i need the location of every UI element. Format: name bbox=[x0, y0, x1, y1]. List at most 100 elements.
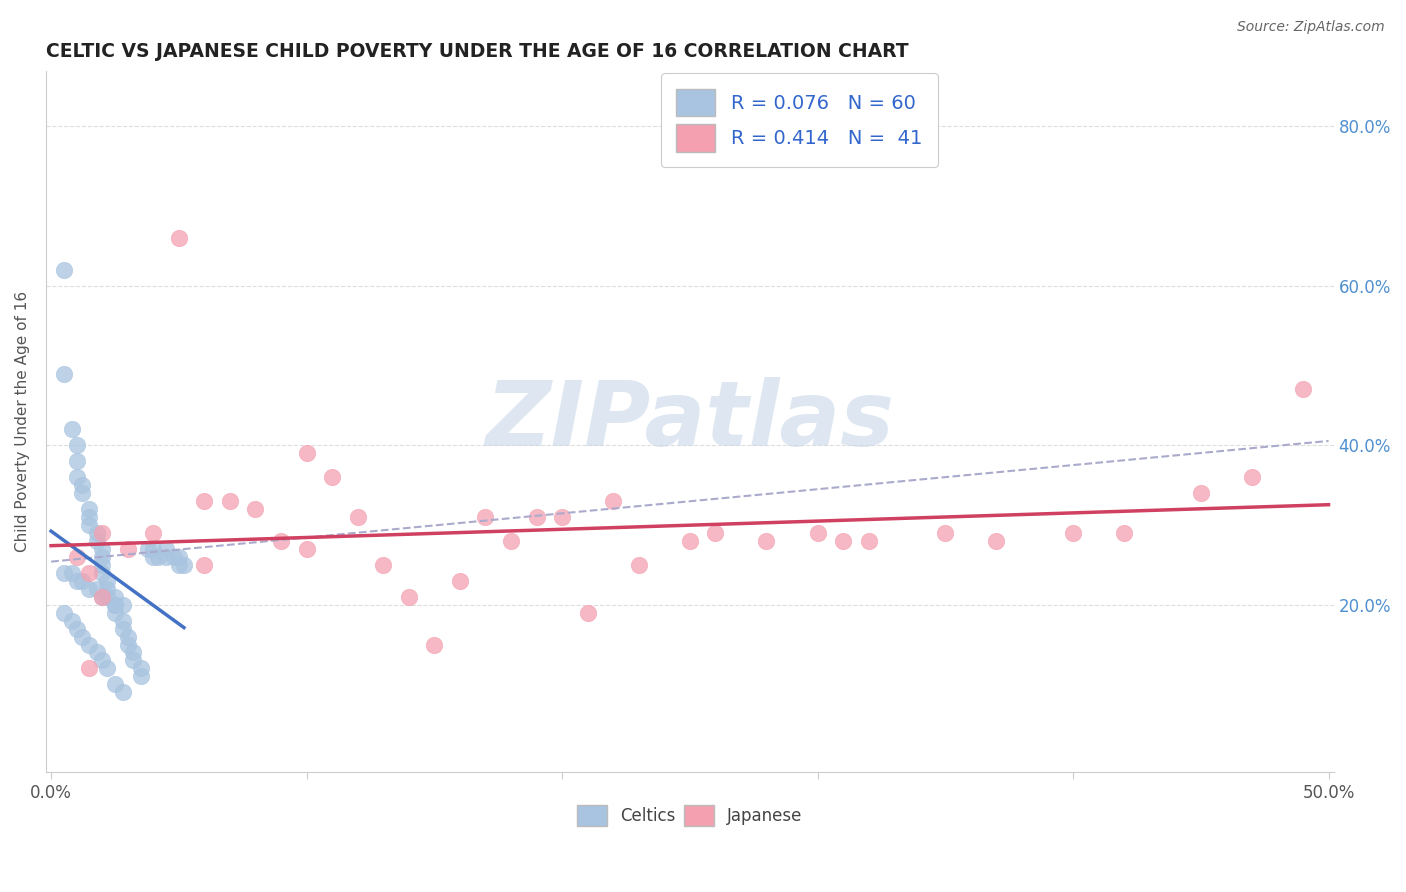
Point bbox=[96, 574, 118, 588]
Point bbox=[1240, 470, 1263, 484]
Point bbox=[373, 558, 395, 572]
Point bbox=[66, 549, 89, 564]
Point bbox=[96, 582, 118, 596]
Point bbox=[86, 525, 108, 540]
Point bbox=[129, 661, 152, 675]
Point bbox=[111, 614, 134, 628]
Point bbox=[86, 582, 108, 596]
Point bbox=[1189, 486, 1212, 500]
Point bbox=[148, 549, 170, 564]
Point bbox=[526, 510, 548, 524]
Point bbox=[755, 533, 778, 548]
Point bbox=[704, 525, 727, 540]
Point bbox=[70, 574, 93, 588]
Point bbox=[79, 518, 101, 533]
Point bbox=[91, 590, 114, 604]
Point bbox=[52, 263, 75, 277]
Point bbox=[142, 541, 165, 556]
Point bbox=[627, 558, 650, 572]
Point bbox=[167, 231, 190, 245]
Text: Source: ZipAtlas.com: Source: ZipAtlas.com bbox=[1237, 20, 1385, 34]
Point bbox=[679, 533, 702, 548]
Point bbox=[86, 645, 108, 659]
Point bbox=[193, 494, 215, 508]
Point bbox=[499, 533, 522, 548]
Point bbox=[70, 630, 93, 644]
Point bbox=[60, 566, 83, 580]
Legend: Celtics, Japanese: Celtics, Japanese bbox=[568, 797, 811, 834]
Point bbox=[104, 677, 127, 691]
Point bbox=[111, 598, 134, 612]
Point bbox=[576, 606, 599, 620]
Point bbox=[163, 549, 186, 564]
Point bbox=[66, 470, 89, 484]
Point bbox=[111, 622, 134, 636]
Point bbox=[832, 533, 855, 548]
Point bbox=[91, 653, 114, 667]
Point bbox=[142, 525, 165, 540]
Point bbox=[79, 661, 101, 675]
Point bbox=[96, 590, 118, 604]
Point bbox=[167, 558, 190, 572]
Point bbox=[66, 438, 89, 452]
Point bbox=[66, 622, 89, 636]
Point bbox=[155, 549, 177, 564]
Point bbox=[52, 606, 75, 620]
Point bbox=[66, 454, 89, 468]
Y-axis label: Child Poverty Under the Age of 16: Child Poverty Under the Age of 16 bbox=[15, 291, 30, 552]
Point bbox=[91, 549, 114, 564]
Point bbox=[346, 510, 368, 524]
Point bbox=[806, 525, 828, 540]
Point bbox=[52, 367, 75, 381]
Point bbox=[551, 510, 574, 524]
Point bbox=[96, 661, 118, 675]
Point bbox=[70, 478, 93, 492]
Point bbox=[173, 558, 195, 572]
Point bbox=[117, 541, 139, 556]
Point bbox=[219, 494, 242, 508]
Point bbox=[104, 598, 127, 612]
Point bbox=[449, 574, 471, 588]
Point bbox=[52, 566, 75, 580]
Point bbox=[1114, 525, 1136, 540]
Point bbox=[60, 614, 83, 628]
Point bbox=[111, 685, 134, 699]
Point bbox=[79, 582, 101, 596]
Point bbox=[167, 549, 190, 564]
Point bbox=[423, 638, 446, 652]
Point bbox=[295, 446, 318, 460]
Point bbox=[79, 638, 101, 652]
Point bbox=[1062, 525, 1084, 540]
Point bbox=[117, 630, 139, 644]
Point bbox=[155, 541, 177, 556]
Point bbox=[121, 653, 143, 667]
Point bbox=[602, 494, 624, 508]
Point bbox=[321, 470, 343, 484]
Point bbox=[91, 525, 114, 540]
Point bbox=[104, 598, 127, 612]
Point bbox=[70, 486, 93, 500]
Text: CELTIC VS JAPANESE CHILD POVERTY UNDER THE AGE OF 16 CORRELATION CHART: CELTIC VS JAPANESE CHILD POVERTY UNDER T… bbox=[46, 42, 908, 61]
Point bbox=[193, 558, 215, 572]
Point bbox=[60, 422, 83, 436]
Point bbox=[79, 566, 101, 580]
Point bbox=[270, 533, 292, 548]
Point bbox=[91, 558, 114, 572]
Point bbox=[104, 606, 127, 620]
Point bbox=[86, 533, 108, 548]
Point bbox=[934, 525, 956, 540]
Point bbox=[398, 590, 420, 604]
Point bbox=[129, 669, 152, 683]
Text: ZIPatlas: ZIPatlas bbox=[485, 377, 894, 466]
Point bbox=[295, 541, 318, 556]
Point bbox=[858, 533, 880, 548]
Point bbox=[245, 502, 267, 516]
Point bbox=[986, 533, 1008, 548]
Point bbox=[474, 510, 496, 524]
Point bbox=[66, 574, 89, 588]
Point bbox=[136, 541, 159, 556]
Point bbox=[104, 590, 127, 604]
Point bbox=[79, 502, 101, 516]
Point bbox=[91, 541, 114, 556]
Point bbox=[142, 549, 165, 564]
